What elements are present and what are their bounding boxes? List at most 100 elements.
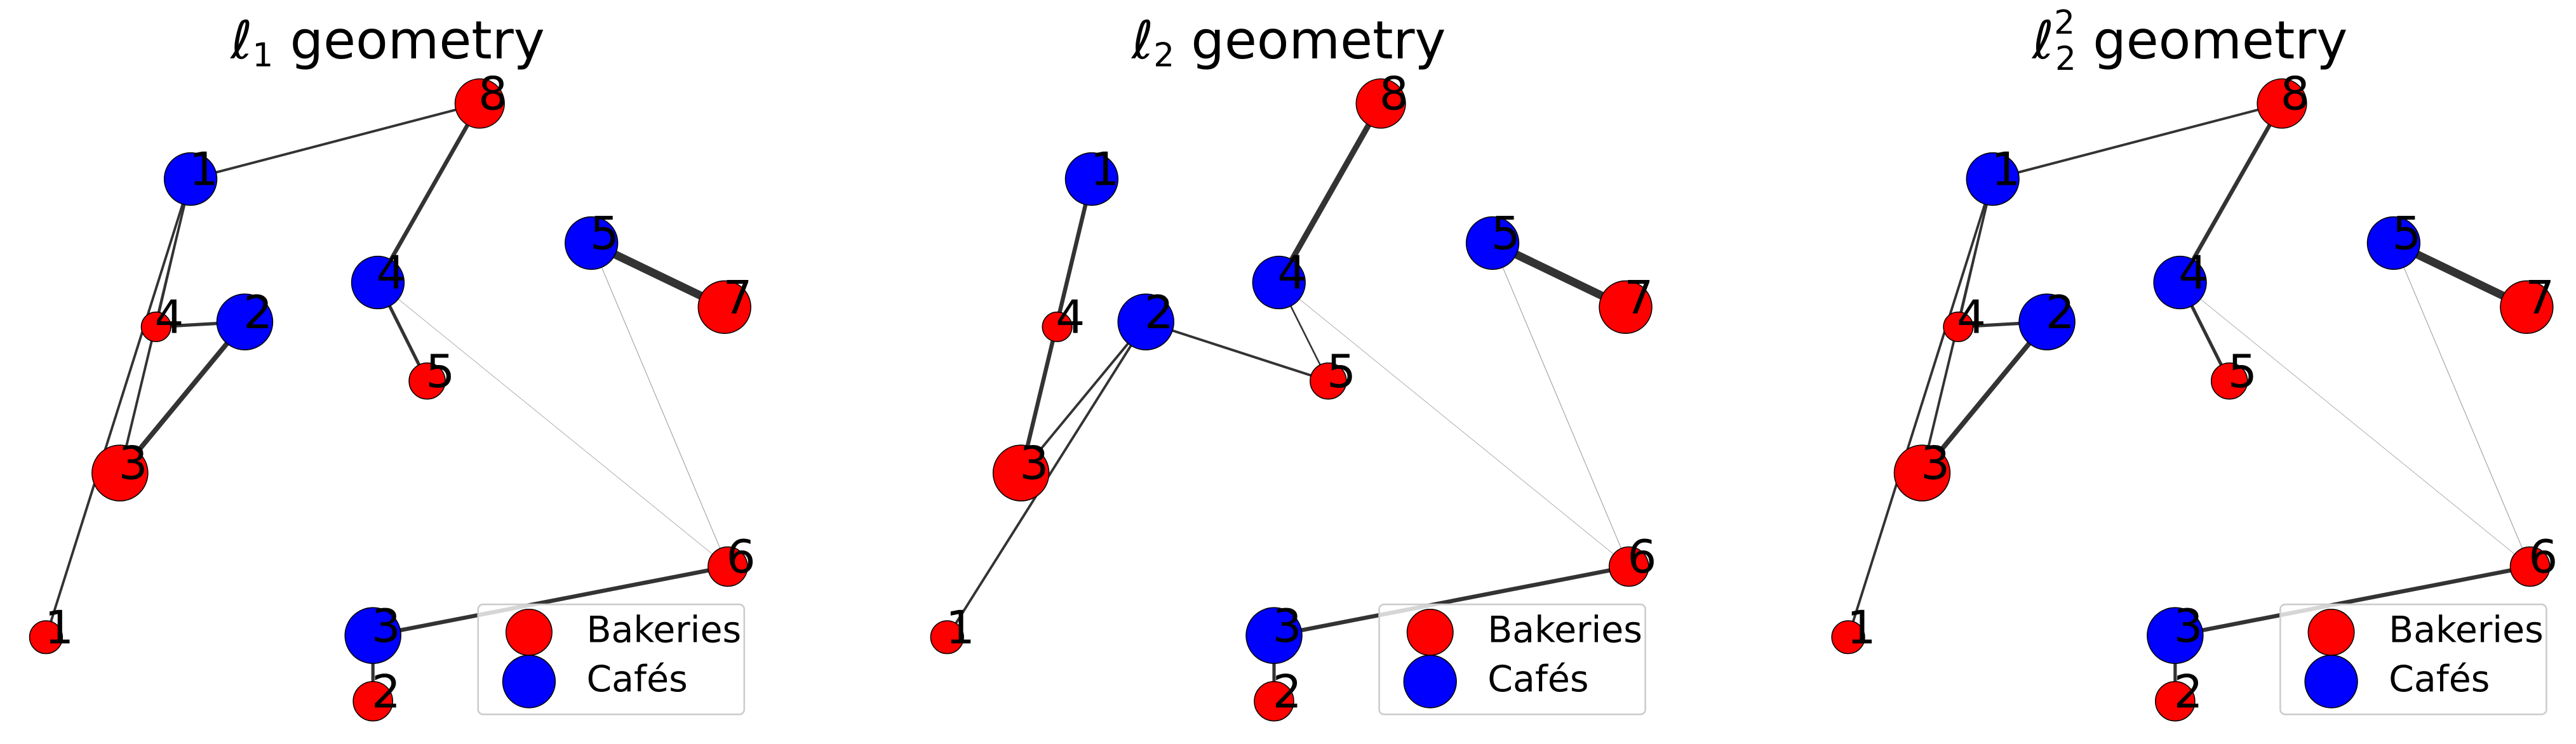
node-label: 3	[1921, 437, 1950, 491]
title-sub: 2	[1153, 37, 1174, 75]
node-label: 5	[1327, 345, 1356, 399]
bakery-node	[1254, 681, 1294, 722]
node-label: 4	[154, 291, 184, 345]
transport-edge	[2393, 242, 2531, 567]
title-sub: 2	[2055, 40, 2076, 78]
node-label: 5	[1491, 208, 1520, 261]
transport-edge	[1020, 321, 1147, 474]
bakery-node	[29, 620, 64, 654]
cafe-node	[351, 255, 405, 310]
node-label: 6	[727, 531, 756, 584]
transport-edge	[44, 178, 192, 638]
node-label: 8	[1379, 68, 1409, 121]
cafe-node	[2366, 216, 2421, 270]
bakery-node	[352, 681, 394, 722]
node-label: 2	[372, 665, 401, 719]
panel-title: ℓ2 2 geometry	[2031, 4, 2347, 78]
bakery-node	[2257, 78, 2307, 129]
bakery-node	[1943, 311, 1974, 342]
legend-marker	[505, 609, 553, 656]
node-label: 5	[2392, 208, 2422, 261]
legend-label: Bakeries	[2389, 609, 2544, 651]
bakery-node	[708, 546, 748, 587]
bakery-node	[140, 311, 171, 342]
cafe-node	[216, 293, 274, 350]
title-rest: geometry	[2076, 10, 2347, 71]
transport-edge	[1273, 564, 1630, 638]
bakery-node	[1310, 362, 1347, 400]
title-sup: 2	[2054, 4, 2075, 42]
title-symbol: ℓ	[2031, 10, 2054, 71]
transport-edge	[1992, 102, 2283, 180]
legend-marker	[502, 654, 556, 708]
bakery-node	[2500, 280, 2554, 334]
panel-title: ℓ2 geometry	[1130, 10, 1446, 74]
node-label: 5	[426, 345, 455, 399]
node-label: 1	[1847, 601, 1876, 654]
legend-label: Bakeries	[1487, 609, 1642, 651]
transport-edge	[1920, 320, 2049, 475]
node-label: 1	[44, 601, 74, 654]
cafe-node	[1966, 152, 2020, 206]
bakery-node	[930, 620, 964, 654]
transport-edge	[2175, 564, 2531, 638]
bakery-node	[2155, 681, 2196, 722]
transport-edge	[591, 242, 728, 567]
bakery-node	[1893, 444, 1951, 502]
cafe-node	[1117, 293, 1174, 350]
bakery-node	[91, 444, 149, 502]
transport-edge	[1276, 102, 1384, 284]
cafe-node	[565, 216, 619, 270]
bakery-node	[408, 362, 446, 400]
bakery-node	[1042, 311, 1073, 342]
node-label: 4	[377, 247, 406, 300]
cafe-node	[2018, 293, 2076, 350]
title-symbol: ℓ	[229, 10, 252, 71]
bakery-node	[697, 280, 751, 334]
node-label: 3	[372, 600, 401, 653]
legend-marker	[2307, 609, 2355, 656]
transport-edge	[2180, 282, 2530, 567]
legend-label: Cafés	[586, 658, 687, 700]
node-label: 3	[1273, 600, 1302, 653]
node-label: 2	[1273, 665, 1302, 719]
cafe-node	[2147, 607, 2204, 664]
panel-title: ℓ1 geometry	[229, 10, 545, 74]
node-label: 6	[2528, 531, 2558, 584]
node-label: 6	[1627, 531, 1656, 584]
node-label: 2	[2046, 286, 2075, 340]
transport-edge	[1145, 321, 1329, 383]
bakery-node	[2509, 546, 2551, 587]
node-label: 7	[2525, 271, 2554, 324]
transport-edge	[376, 102, 482, 284]
bakery-node	[1608, 546, 1649, 587]
transport-edge	[2178, 102, 2284, 284]
bakery-node	[992, 444, 1050, 502]
node-label: 5	[590, 208, 619, 261]
transport-edge	[1847, 178, 1994, 638]
cafe-node	[1465, 216, 1520, 270]
transport-edge	[377, 282, 728, 567]
node-label: 5	[2228, 345, 2257, 399]
title-symbol: ℓ	[1130, 10, 1153, 71]
transport-edge	[1278, 282, 1629, 567]
legend-marker	[2304, 654, 2358, 708]
transport-edge	[117, 320, 247, 475]
node-label: 2	[2173, 665, 2203, 719]
cafe-node	[1064, 152, 1119, 206]
legend-label: Cafés	[1487, 658, 1588, 700]
node-label: 8	[478, 68, 507, 121]
cafe-node	[1252, 255, 1306, 310]
node-label: 4	[1957, 291, 1986, 345]
title-sub: 1	[252, 37, 273, 75]
node-label: 4	[1056, 291, 1085, 345]
title-rest: geometry	[273, 10, 544, 71]
cafe-node	[344, 607, 401, 664]
bakery-node	[2210, 362, 2248, 400]
node-label: 1	[1090, 143, 1120, 197]
bakery-node	[454, 78, 505, 129]
node-label: 1	[946, 601, 975, 654]
